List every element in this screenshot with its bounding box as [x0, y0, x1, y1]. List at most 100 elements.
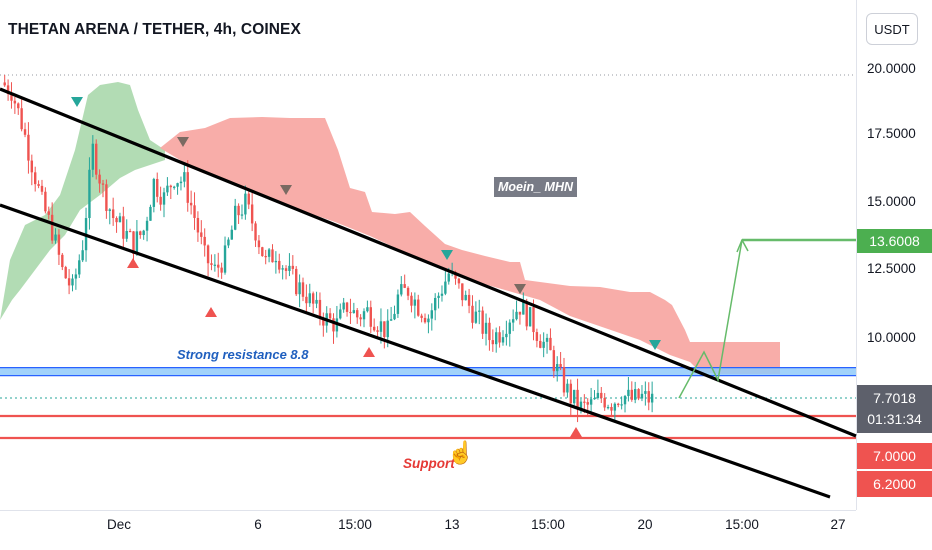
candle-body [525, 301, 528, 327]
candle-body [193, 205, 196, 218]
candle-body [88, 169, 91, 219]
candle-body [217, 264, 220, 268]
support-label: Support [403, 456, 455, 471]
candle-body [156, 178, 159, 197]
candle-body [552, 350, 556, 372]
candle-body [495, 332, 498, 345]
candle-body [274, 260, 278, 263]
candle-body [572, 389, 576, 404]
candle-body [372, 326, 376, 331]
candle-body [149, 206, 152, 221]
sell-buy-marker-up [127, 258, 139, 268]
candle-body [315, 299, 318, 304]
candle-body [539, 340, 542, 348]
candle-body [74, 274, 78, 279]
candle-body [13, 100, 17, 104]
candle-body [261, 247, 264, 257]
candle-body [6, 85, 10, 95]
candle-body [17, 103, 20, 109]
candle-body [488, 322, 491, 341]
candle-body [644, 391, 647, 394]
candle-body [356, 310, 359, 318]
candle-body [545, 337, 549, 342]
candle-body [610, 406, 613, 411]
channel-upper-line [0, 87, 857, 438]
candle-body [311, 293, 315, 304]
candle-body [623, 396, 627, 405]
currency-button[interactable]: USDT [866, 13, 918, 45]
candle-body [257, 240, 261, 248]
candle-body [579, 401, 583, 409]
candle-body [267, 249, 271, 257]
candle-body [298, 282, 301, 295]
candle-body [427, 318, 430, 323]
candle-body [362, 311, 366, 320]
candle-body [339, 309, 342, 319]
candle-body [118, 216, 122, 223]
candle-body [603, 397, 606, 408]
candle-body [271, 249, 274, 263]
ichimoku-cloud-bearish [160, 117, 780, 374]
candle-body [71, 278, 74, 286]
candle-body [569, 383, 572, 404]
price-axis-label: 10.0000 [867, 330, 916, 345]
candle-body [342, 302, 345, 310]
candle-body [481, 310, 484, 334]
candle-body [352, 310, 356, 314]
candle-body [105, 184, 108, 211]
candle-body [633, 389, 637, 400]
candle-body [322, 317, 325, 326]
candle-body [264, 256, 267, 258]
signal-marker-down [514, 284, 526, 294]
candle-body [650, 393, 654, 403]
candle-body [627, 389, 630, 397]
candle-body [532, 307, 535, 333]
candle-body [515, 311, 518, 320]
candle-body [484, 322, 488, 334]
candle-body [447, 273, 450, 282]
candle-body [30, 160, 34, 173]
candle-body [223, 245, 227, 273]
author-watermark: Moein_ MHN [494, 177, 577, 197]
candle-body [566, 383, 569, 393]
candle-body [420, 315, 423, 318]
time-axis-label: 27 [830, 517, 846, 532]
candle-body [284, 268, 288, 271]
candle-body [132, 231, 135, 254]
candle-body [518, 311, 522, 315]
target-price-badge: 13.6008 [857, 229, 932, 253]
candle-body [81, 250, 84, 261]
last-price-value: 7.7018 [873, 390, 916, 406]
channel-lower-line [0, 203, 831, 499]
candle-body [183, 172, 186, 182]
signal-marker-down [441, 250, 453, 260]
candle-body [593, 398, 596, 400]
candle-body [301, 282, 305, 297]
candle-body [37, 184, 40, 186]
price-axis-label: 12.5000 [867, 261, 916, 276]
candle-body [91, 143, 95, 170]
candle-body [247, 193, 250, 205]
candle-body [583, 401, 586, 403]
candle-body [359, 317, 362, 320]
candle-body [508, 322, 511, 334]
candle-body [203, 236, 206, 246]
sell-buy-marker-up [570, 427, 582, 437]
candle-body [542, 341, 545, 348]
ichimoku-cloud-bullish [0, 82, 165, 320]
candle-body [461, 283, 464, 301]
candle-body [345, 302, 349, 312]
candle-body [491, 340, 495, 345]
candle-body [206, 245, 210, 264]
candle-body [383, 321, 386, 338]
price-axis-label: 15.0000 [867, 194, 916, 209]
candle-body [40, 185, 44, 192]
candle-body [308, 293, 311, 304]
candle-body [227, 239, 230, 246]
candle-body [637, 389, 640, 399]
candle-body [332, 318, 335, 332]
candle-body [389, 319, 393, 321]
candle-body [511, 319, 515, 323]
candle-body [108, 209, 111, 211]
